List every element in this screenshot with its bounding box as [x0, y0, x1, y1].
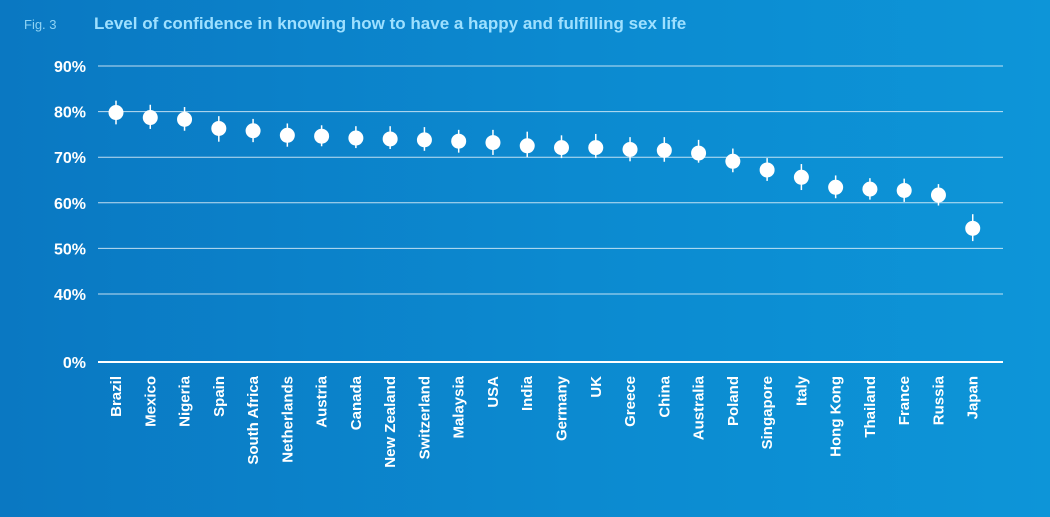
data-point [279, 127, 295, 143]
x-tick-label: Nigeria [177, 375, 194, 427]
data-point [416, 132, 432, 148]
data-point [588, 140, 604, 156]
data-point [554, 140, 569, 156]
x-tick-label: Malaysia [451, 375, 468, 438]
x-tick-label: Canada [348, 375, 365, 430]
y-tick-label: 80% [54, 105, 86, 122]
x-tick-label: France [896, 376, 913, 425]
x-tick-label: India [519, 375, 536, 411]
data-point [519, 138, 535, 154]
x-tick-label: Thailand [862, 376, 879, 438]
x-tick-label: Netherlands [279, 376, 296, 463]
x-tick-label: Italy [793, 375, 810, 406]
y-tick-label: 50% [54, 241, 86, 258]
x-tick-label: USA [485, 376, 502, 408]
data-point [656, 142, 672, 158]
data-point [177, 111, 193, 127]
data-point [965, 220, 981, 236]
y-tick-label: 70% [54, 150, 86, 167]
data-point [691, 145, 707, 161]
x-tick-label: Australia [691, 375, 708, 440]
x-tick-label: Spain [211, 376, 228, 417]
x-tick-label: Russia [930, 375, 947, 425]
y-tick-label: 90% [54, 59, 86, 76]
gridlines [98, 65, 1003, 363]
data-point [348, 130, 364, 146]
data-point [862, 181, 878, 197]
y-tick-label: 0% [63, 355, 86, 372]
data-series [108, 100, 981, 242]
data-point [896, 182, 912, 198]
data-point [382, 131, 398, 147]
data-point [793, 169, 809, 185]
data-point [108, 105, 124, 121]
y-axis: 0% 40% 50% 60% 70% 80% 90% [54, 59, 86, 372]
y-tick-label: 40% [54, 287, 86, 304]
data-point [759, 162, 775, 178]
x-tick-label: Switzerland [416, 376, 433, 459]
figure-label: Fig. 3 [24, 17, 57, 32]
x-tick-label: Mexico [142, 376, 159, 427]
data-point [245, 123, 261, 139]
chart-header: Fig. 3 Level of confidence in knowing ho… [24, 14, 686, 34]
data-point [725, 153, 741, 169]
chart-title: Level of confidence in knowing how to ha… [94, 14, 687, 33]
x-tick-label: Hong Kong [828, 376, 845, 457]
data-point [142, 110, 158, 126]
x-axis: Brazil Mexico Nigeria Spain South Africa Neth… [108, 375, 982, 467]
x-tick-label: Germany [554, 375, 571, 441]
x-tick-label: UK [588, 376, 605, 398]
data-point [622, 141, 638, 157]
x-tick-label: China [656, 375, 673, 417]
x-tick-label: Brazil [108, 376, 125, 417]
y-tick-label: 60% [54, 196, 86, 213]
x-tick-label: Austria [314, 375, 331, 427]
data-point [211, 120, 227, 136]
data-point [451, 133, 467, 149]
data-point [828, 179, 844, 195]
x-tick-label: Japan [965, 376, 982, 419]
data-point [485, 135, 501, 151]
x-tick-label: Singapore [759, 376, 776, 449]
data-point [930, 187, 946, 203]
data-point [314, 128, 330, 144]
x-tick-label: Poland [725, 376, 742, 426]
x-tick-label: Greece [622, 376, 639, 427]
x-tick-label: South Africa [245, 375, 262, 464]
x-tick-label: New Zealand [382, 376, 399, 468]
